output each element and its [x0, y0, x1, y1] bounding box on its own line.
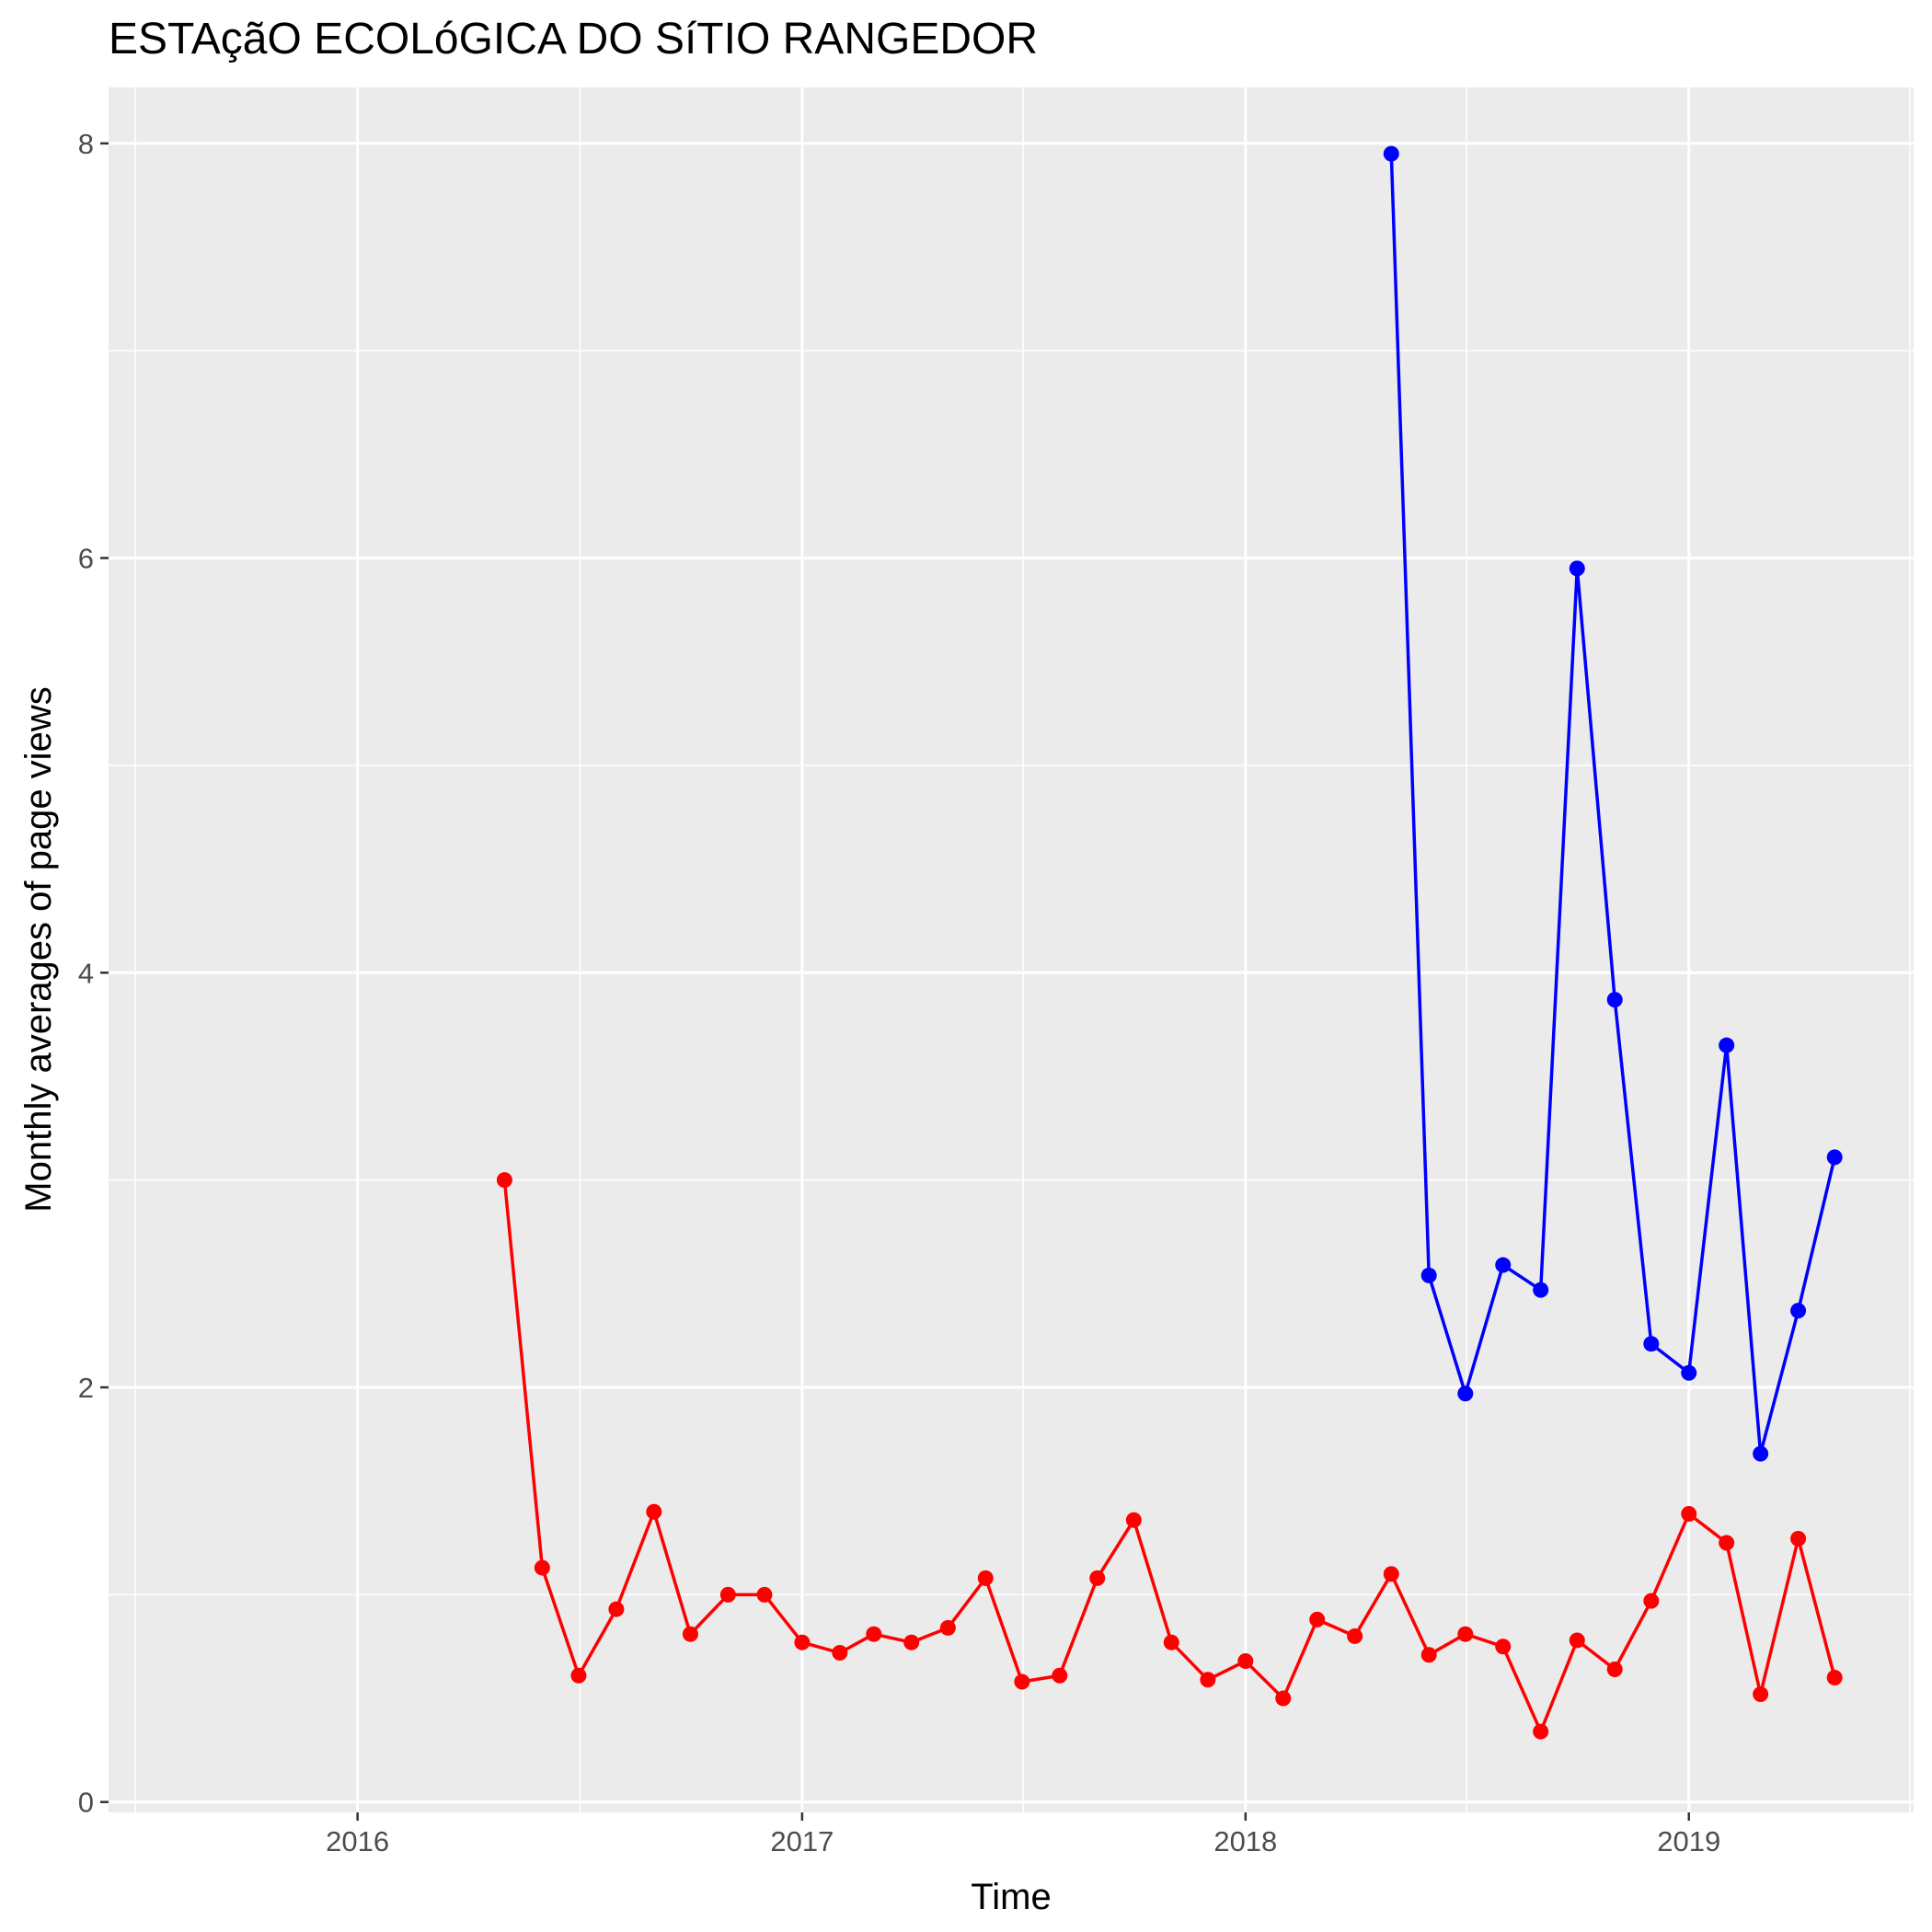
- data-point: [1420, 1647, 1437, 1663]
- grid-lines: [109, 87, 1914, 1812]
- data-point: [1125, 1512, 1142, 1528]
- data-point: [1753, 1686, 1769, 1703]
- data-point: [1309, 1611, 1326, 1627]
- data-point: [1643, 1336, 1660, 1352]
- y-tick-label: 4: [78, 957, 94, 989]
- y-tick-label: 8: [78, 128, 94, 160]
- data-point: [1533, 1723, 1549, 1740]
- data-point: [1643, 1593, 1660, 1609]
- data-point: [1533, 1282, 1549, 1298]
- data-point: [1681, 1505, 1697, 1522]
- x-tick-label: 2016: [326, 1825, 389, 1857]
- data-point: [794, 1634, 811, 1650]
- data-point: [1719, 1037, 1735, 1053]
- x-axis-label: Time: [971, 1877, 1051, 1917]
- data-point: [1606, 992, 1623, 1008]
- data-point: [1383, 145, 1399, 162]
- data-point: [1163, 1634, 1179, 1650]
- data-point: [496, 1172, 512, 1189]
- data-point: [1790, 1531, 1807, 1547]
- x-tick-label: 2019: [1657, 1825, 1720, 1857]
- x-tick-label: 2018: [1213, 1825, 1277, 1857]
- data-point: [939, 1619, 956, 1636]
- data-point: [1347, 1627, 1363, 1644]
- data-point: [1826, 1149, 1843, 1166]
- data-point: [719, 1586, 736, 1603]
- data-point: [1569, 560, 1585, 577]
- data-point: [534, 1559, 550, 1576]
- data-point: [1457, 1626, 1474, 1642]
- y-axis-label: Monthly averages of page views: [18, 686, 59, 1212]
- series-lines: [496, 145, 1843, 1740]
- data-point: [1237, 1652, 1254, 1669]
- y-tick-label: 2: [78, 1372, 94, 1404]
- data-point: [1275, 1690, 1292, 1707]
- data-point: [1681, 1364, 1697, 1381]
- series-2: [1383, 145, 1843, 1462]
- data-point: [1719, 1535, 1735, 1551]
- data-point: [1569, 1632, 1585, 1649]
- data-point: [832, 1644, 848, 1661]
- data-point: [1495, 1257, 1512, 1273]
- data-point: [646, 1503, 662, 1520]
- chart-title: ESTAçãO ECOLóGICA DO SíTIO RANGEDOR: [109, 15, 1038, 63]
- data-point: [1457, 1386, 1474, 1402]
- data-point: [1052, 1667, 1068, 1684]
- plot-background: [109, 87, 1914, 1812]
- data-point: [903, 1634, 920, 1650]
- data-point: [1790, 1303, 1807, 1319]
- data-point: [1753, 1445, 1769, 1462]
- data-point: [977, 1570, 994, 1586]
- data-point: [608, 1601, 625, 1617]
- data-point: [1495, 1639, 1512, 1655]
- data-point: [1089, 1570, 1106, 1586]
- axes: 2016 2017 2018 2019 0 2 4 6 8: [78, 128, 1720, 1857]
- series-1: [496, 1172, 1843, 1740]
- data-point: [756, 1586, 773, 1603]
- data-point: [1200, 1672, 1216, 1688]
- y-tick-label: 0: [78, 1787, 94, 1819]
- data-point: [1826, 1670, 1843, 1686]
- x-tick-label: 2017: [770, 1825, 834, 1857]
- data-point: [1383, 1566, 1399, 1582]
- data-point: [1014, 1673, 1030, 1690]
- y-tick-label: 6: [78, 543, 94, 575]
- data-point: [682, 1626, 698, 1642]
- data-point: [1420, 1267, 1437, 1283]
- data-point: [866, 1626, 882, 1642]
- data-point: [1606, 1662, 1623, 1678]
- data-point: [570, 1667, 587, 1684]
